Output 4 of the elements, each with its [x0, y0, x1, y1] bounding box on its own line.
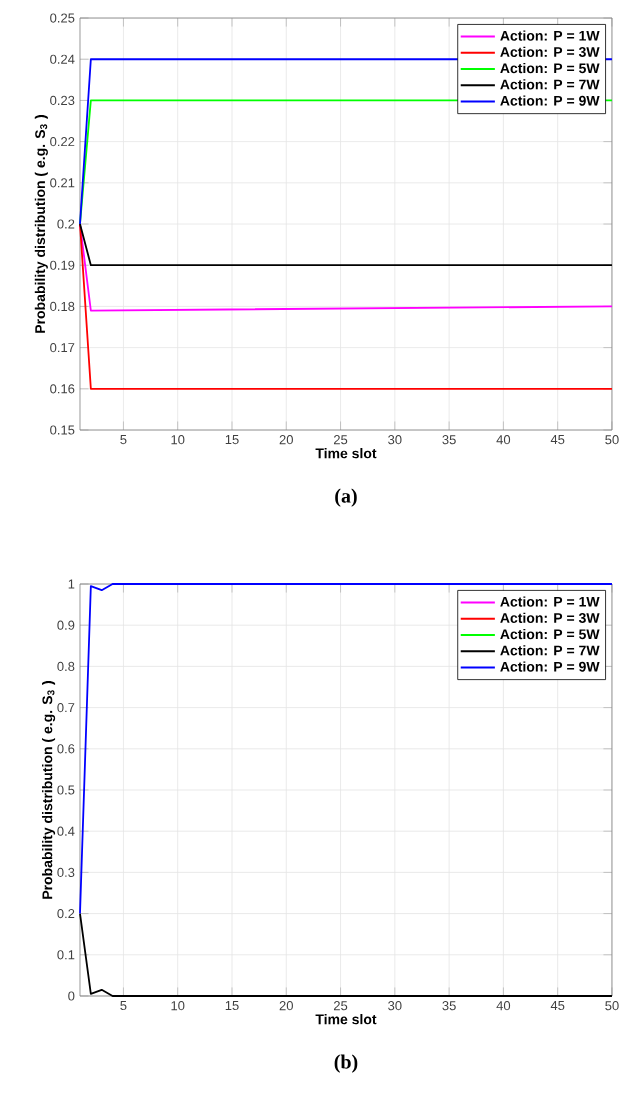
- text: (b): [334, 1054, 358, 1073]
- text: (a): [335, 488, 357, 507]
- line-series: [79, 583, 613, 915]
- line-series: [79, 912, 613, 997]
